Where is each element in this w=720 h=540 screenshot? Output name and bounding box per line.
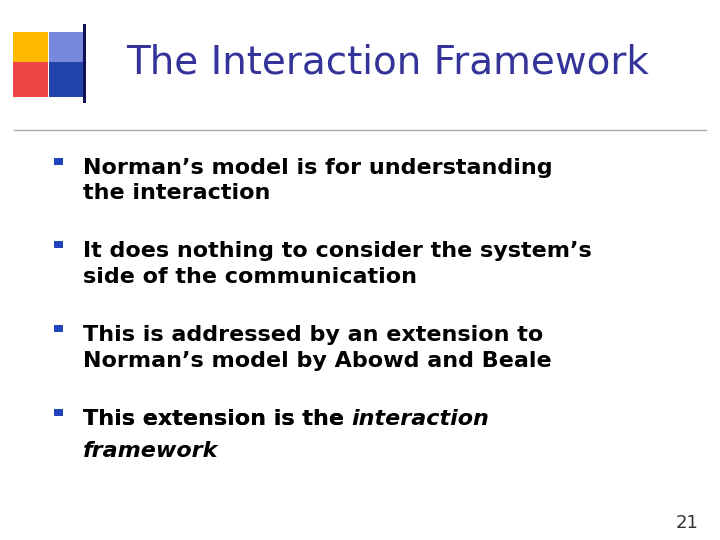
Text: 21: 21 [675, 514, 698, 532]
Text: The Interaction Framework: The Interaction Framework [126, 43, 649, 81]
Bar [54, 325, 63, 332]
Text: Norman’s model is for understanding
the interaction: Norman’s model is for understanding the … [83, 158, 552, 203]
Text: This extension is the: This extension is the [83, 409, 351, 429]
Bar [54, 409, 63, 416]
Text: This extension is the: This extension is the [83, 409, 351, 429]
Text: It does nothing to consider the system’s
side of the communication: It does nothing to consider the system’s… [83, 241, 592, 287]
Text: interaction: interaction [351, 409, 490, 429]
Bar [49, 62, 84, 97]
Text: framework: framework [83, 441, 218, 461]
Bar [13, 62, 48, 97]
Bar [54, 158, 63, 165]
Bar [83, 24, 86, 103]
Bar [49, 32, 84, 68]
Bar [54, 241, 63, 248]
Text: This is addressed by an extension to
Norman’s model by Abowd and Beale: This is addressed by an extension to Nor… [83, 325, 552, 370]
Bar [13, 32, 48, 68]
